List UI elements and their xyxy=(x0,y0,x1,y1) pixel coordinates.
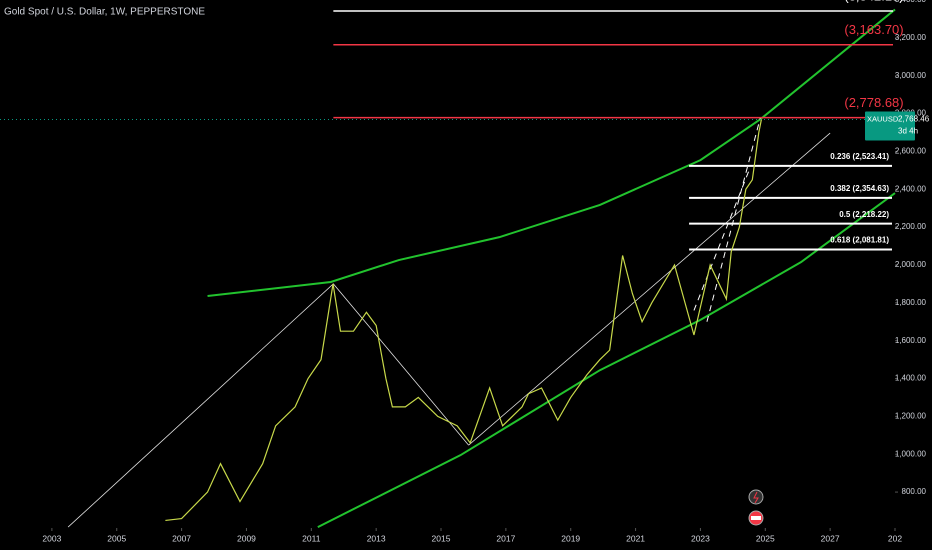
price-tag-symbol: XAUUSD xyxy=(867,115,899,124)
y-tick-label: 3,200.00 xyxy=(895,33,927,42)
x-tick-label: 2019 xyxy=(561,533,580,543)
icon xyxy=(751,516,761,520)
x-tick-label: 2005 xyxy=(107,533,126,543)
x-tick-label: 2007 xyxy=(172,533,191,543)
fib-label: 0.236 (2,523.41) xyxy=(830,152,889,161)
fib-label: 0.382 (2,354.63) xyxy=(830,184,889,193)
x-tick-label: 2017 xyxy=(496,533,515,543)
x-tick-label: 2011 xyxy=(302,533,321,543)
x-tick-label: 2015 xyxy=(432,533,451,543)
x-tick-label: 2023 xyxy=(691,533,710,543)
x-tick-label: 2021 xyxy=(626,533,645,543)
x-tick-label: 2027 xyxy=(821,533,840,543)
drawing xyxy=(317,192,896,528)
y-tick-label: 800.00 xyxy=(902,487,927,496)
drawing xyxy=(693,170,750,311)
y-tick-label: 2,600.00 xyxy=(895,147,927,156)
y-tick-label: 1,600.00 xyxy=(895,336,927,345)
level-label: (3,342.19) xyxy=(844,0,903,3)
y-tick-label: 1,000.00 xyxy=(895,449,927,458)
price-line-series xyxy=(165,119,762,522)
icon xyxy=(748,489,764,505)
y-tick-label: 2,400.00 xyxy=(895,184,927,193)
x-tick-label: 2003 xyxy=(42,533,61,543)
y-tick-label: 3,400.00 xyxy=(895,0,927,4)
y-tick-label: 1,800.00 xyxy=(895,298,927,307)
event-icons xyxy=(748,489,764,526)
y-tick-label: 1,400.00 xyxy=(895,374,927,383)
y-tick-label: 1,200.00 xyxy=(895,411,927,420)
y-tick-label: 2,200.00 xyxy=(895,222,927,231)
x-tick-label: 2025 xyxy=(756,533,775,543)
price-tag-value: 2,768.46 xyxy=(898,115,930,124)
icon xyxy=(753,491,759,504)
price-tag xyxy=(865,111,915,141)
price-tag-countdown: 3d 4h xyxy=(898,127,918,136)
drawing xyxy=(706,117,761,322)
fib-label: 0.618 (2,081.81) xyxy=(830,236,889,245)
drawing xyxy=(207,8,896,297)
x-tick-label: 202 xyxy=(888,533,902,543)
y-tick-label: 3,000.00 xyxy=(895,71,927,80)
x-tick-label: 2009 xyxy=(237,533,256,543)
chart-title: Gold Spot / U.S. Dollar, 1W, PEPPERSTONE xyxy=(4,7,205,18)
level-label: (3,163.70) xyxy=(844,22,903,37)
y-tick-label: 2,000.00 xyxy=(895,260,927,269)
fib-label: 0.5 (2,218.22) xyxy=(839,210,889,219)
level-label: (2,778.68) xyxy=(844,95,903,110)
x-tick-label: 2013 xyxy=(367,533,386,543)
